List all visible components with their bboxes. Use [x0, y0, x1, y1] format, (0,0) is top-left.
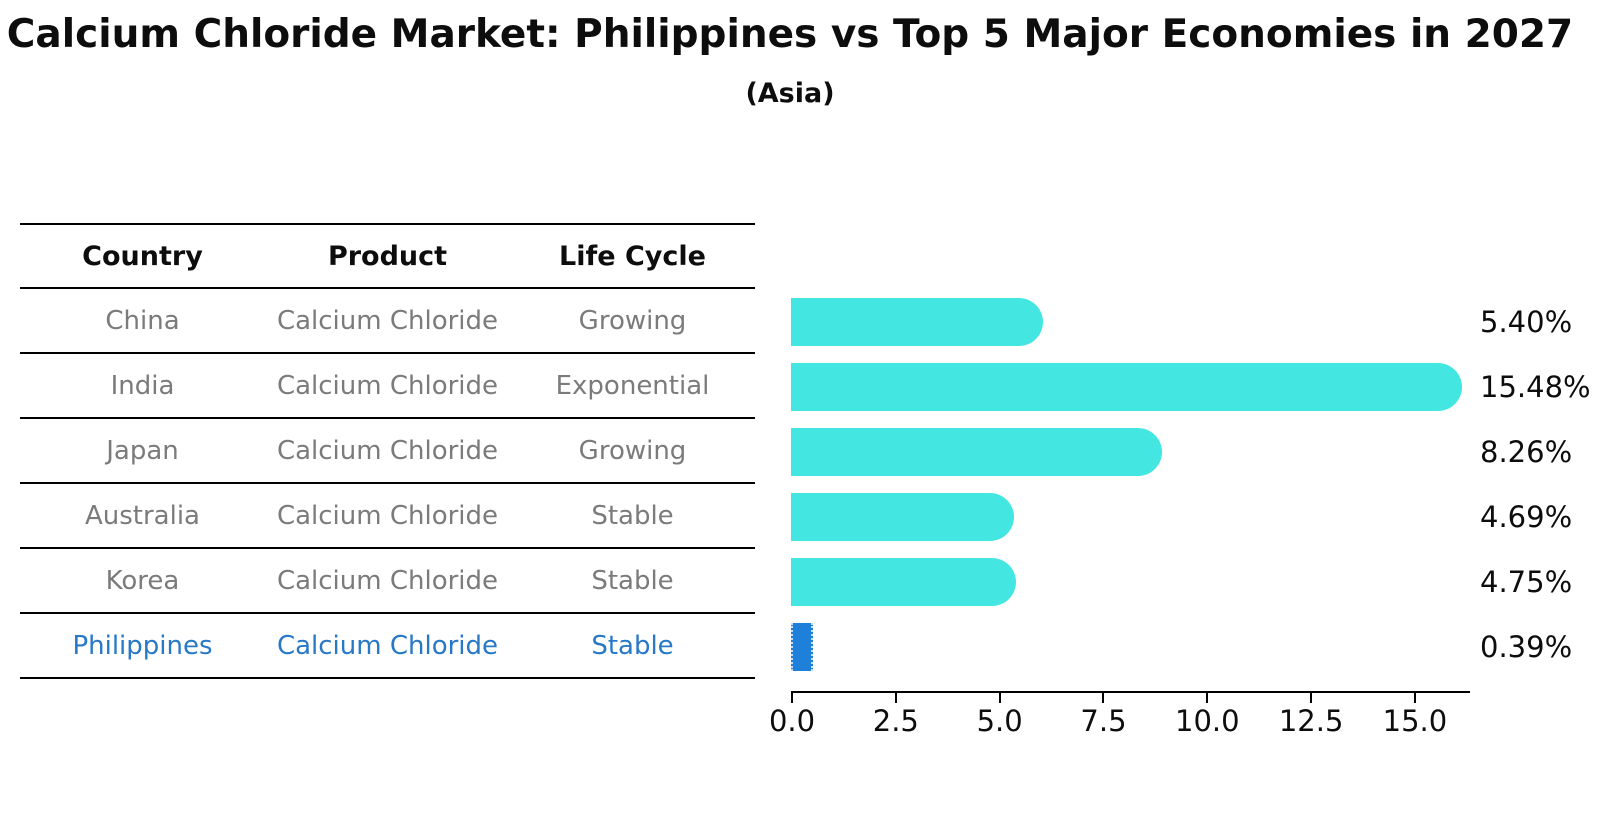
value-label-australia: 4.69%	[1480, 500, 1573, 534]
x-tick	[1310, 693, 1313, 703]
table-cell-life-cycle: Exponential	[555, 370, 710, 401]
x-tick-label: 2.5	[872, 704, 919, 738]
table-cell-life-cycle: Stable	[591, 630, 674, 661]
x-tick-label: 0.0	[768, 704, 816, 738]
table-row: Korea Calcium Chloride Stable	[20, 549, 755, 614]
table-header-row: Country Product Life Cycle	[20, 225, 755, 289]
x-tick	[1413, 693, 1416, 703]
table-row: Philippines Calcium Chloride Stable	[20, 614, 755, 679]
bar-india	[791, 363, 1462, 411]
x-tick-label: 10.0	[1175, 704, 1240, 738]
table-cell-country: Australia	[84, 500, 200, 531]
table-cell-product: Calcium Chloride	[276, 630, 499, 661]
x-tick-label: 5.0	[976, 704, 1023, 738]
table-cell-product: Calcium Chloride	[276, 500, 499, 531]
table-cell-life-cycle: Growing	[578, 305, 687, 336]
x-tick	[894, 693, 897, 703]
table-cell-product: Calcium Chloride	[276, 370, 499, 401]
chart-title: Calcium Chloride Market: Philippines vs …	[6, 12, 1574, 57]
value-label-korea: 4.75%	[1480, 565, 1573, 599]
country-table: Country Product Life Cycle China Calcium …	[20, 223, 755, 679]
table-cell-country: China	[105, 305, 180, 336]
column-header-life-cycle: Life Cycle	[559, 240, 706, 272]
table-cell-life-cycle: Growing	[578, 435, 687, 466]
table-cell-country: India	[110, 370, 175, 401]
table-cell-life-cycle: Stable	[591, 565, 674, 596]
x-tick	[791, 693, 793, 703]
value-label-philippines: 0.39%	[1480, 630, 1573, 664]
value-label-china: 5.40%	[1480, 305, 1573, 339]
x-tick	[998, 693, 1001, 703]
value-label-india: 15.48%	[1480, 370, 1591, 404]
x-tick	[1206, 693, 1209, 703]
bar-korea	[791, 558, 1017, 606]
table-row: China Calcium Chloride Growing	[20, 289, 755, 354]
x-axis-line	[791, 691, 1470, 693]
table-cell-product: Calcium Chloride	[276, 435, 499, 466]
table-cell-country: Japan	[106, 435, 179, 466]
value-label-japan: 8.26%	[1480, 435, 1573, 469]
x-tick-label: 7.5	[1080, 704, 1127, 738]
table-row: Australia Calcium Chloride Stable	[20, 484, 755, 549]
bar-japan	[791, 428, 1163, 476]
bar-china	[791, 298, 1044, 346]
table-cell-life-cycle: Stable	[591, 500, 674, 531]
table-row: India Calcium Chloride Exponential	[20, 354, 755, 419]
x-tick-label: 12.5	[1278, 704, 1344, 738]
table-cell-country: Philippines	[72, 630, 213, 661]
table-cell-product: Calcium Chloride	[276, 305, 499, 336]
bar-highlight-philippines	[791, 623, 814, 671]
table-row: Japan Calcium Chloride Growing	[20, 419, 755, 484]
x-tick-label: 15.0	[1382, 704, 1448, 738]
bar-australia	[791, 493, 1014, 541]
table-cell-product: Calcium Chloride	[276, 565, 499, 596]
chart-subtitle: (Asia)	[745, 78, 835, 109]
column-header-country: Country	[82, 240, 203, 272]
table-cell-country: Korea	[105, 565, 180, 596]
column-header-product: Product	[327, 240, 448, 272]
x-tick	[1102, 693, 1105, 703]
